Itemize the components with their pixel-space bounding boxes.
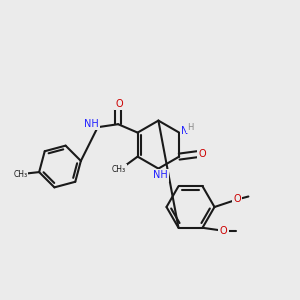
Text: O: O [115, 99, 123, 109]
Text: NH: NH [152, 170, 167, 181]
Text: CH₃: CH₃ [112, 165, 126, 174]
Text: O: O [199, 148, 206, 159]
Text: CH₃: CH₃ [13, 170, 27, 179]
Text: H: H [188, 123, 194, 132]
Text: N: N [182, 126, 189, 136]
Text: O: O [233, 194, 241, 205]
Text: O: O [220, 226, 227, 236]
Text: NH: NH [84, 118, 98, 129]
